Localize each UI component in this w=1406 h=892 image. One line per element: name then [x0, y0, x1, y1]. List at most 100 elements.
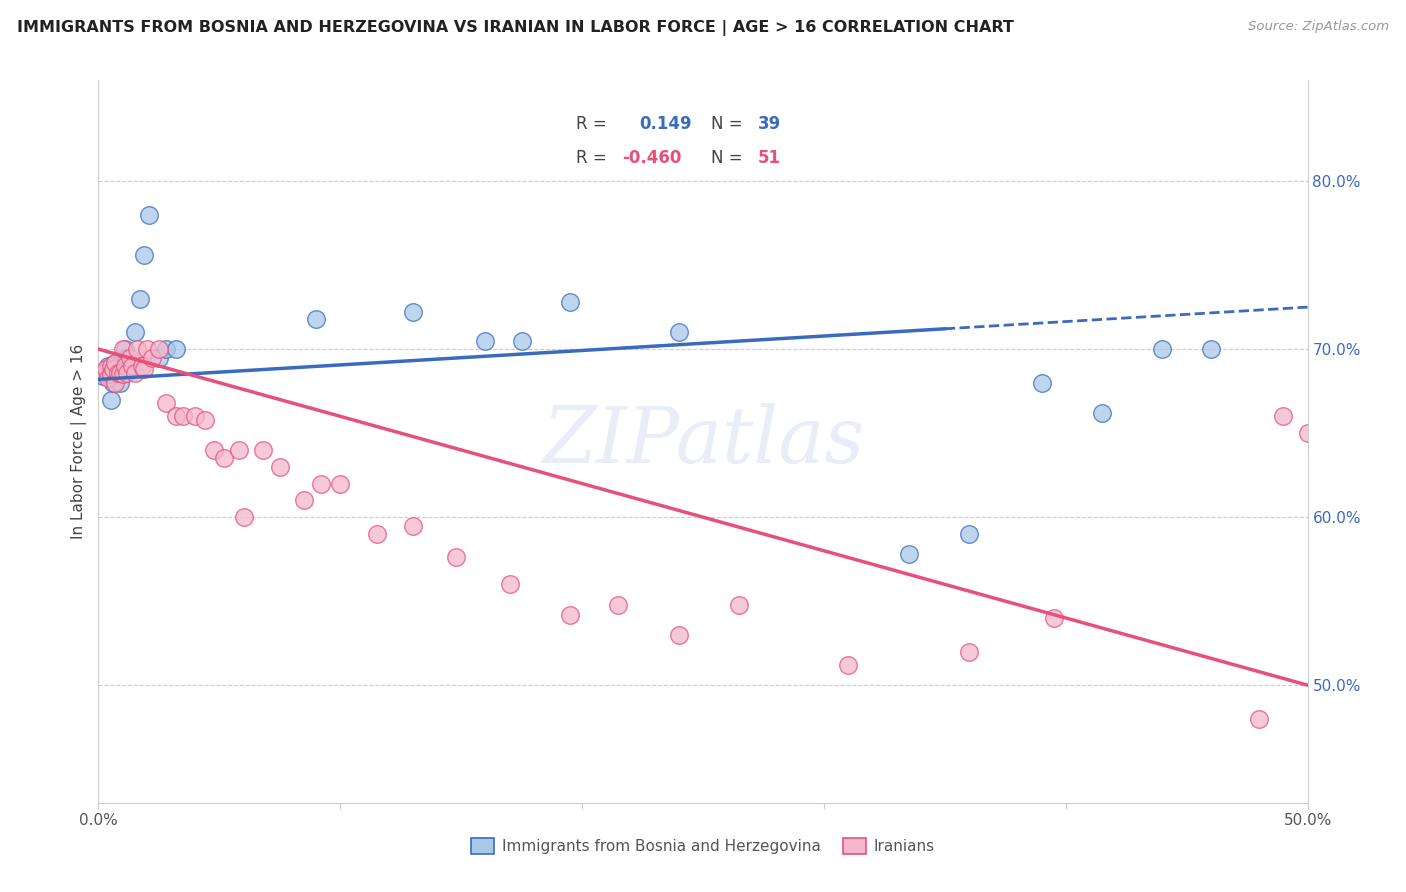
Point	[1152, 342, 1174, 356]
Point	[194, 413, 217, 427]
Point	[107, 359, 129, 373]
Point	[118, 359, 141, 373]
Text: IMMIGRANTS FROM BOSNIA AND HERZEGOVINA VS IRANIAN IN LABOR FORCE | AGE > 16 CORR: IMMIGRANTS FROM BOSNIA AND HERZEGOVINA V…	[17, 20, 1014, 36]
Point	[957, 644, 980, 658]
Point	[1031, 376, 1053, 390]
Point	[366, 527, 388, 541]
Point	[114, 359, 136, 373]
Text: R =: R =	[576, 115, 617, 133]
Point	[252, 442, 274, 457]
Text: Source: ZipAtlas.com: Source: ZipAtlas.com	[1249, 20, 1389, 33]
Point	[148, 342, 170, 356]
Point	[446, 550, 468, 565]
Point	[668, 628, 690, 642]
Point	[127, 342, 149, 356]
Point	[1091, 406, 1114, 420]
Point	[104, 359, 127, 373]
Point	[104, 362, 127, 376]
Point	[165, 409, 187, 424]
Point	[91, 366, 114, 380]
Point	[104, 376, 127, 390]
Point	[292, 493, 315, 508]
Text: R =: R =	[576, 149, 612, 167]
Text: N =: N =	[711, 115, 748, 133]
Point	[402, 305, 425, 319]
Point	[269, 459, 291, 474]
Point	[184, 409, 207, 424]
Point	[108, 366, 131, 380]
Point	[558, 607, 581, 622]
Point	[94, 366, 117, 380]
Point	[1249, 712, 1271, 726]
Point	[121, 359, 143, 373]
Point	[212, 451, 235, 466]
Point	[124, 366, 146, 380]
Point	[309, 476, 332, 491]
Point	[607, 598, 630, 612]
Legend: Immigrants from Bosnia and Herzegovina, Iranians: Immigrants from Bosnia and Herzegovina, …	[465, 832, 941, 860]
Text: -0.460: -0.460	[621, 149, 682, 167]
Point	[111, 368, 134, 382]
Point	[305, 311, 328, 326]
Point	[1272, 409, 1295, 424]
Point	[232, 510, 254, 524]
Point	[94, 362, 117, 376]
Point	[117, 351, 139, 365]
Point	[111, 342, 134, 356]
Point	[100, 359, 122, 373]
Point	[138, 208, 160, 222]
Point	[134, 248, 156, 262]
Y-axis label: In Labor Force | Age > 16: In Labor Force | Age > 16	[72, 344, 87, 539]
Text: ZIPatlas: ZIPatlas	[541, 403, 865, 480]
Text: 39: 39	[758, 115, 780, 133]
Point	[97, 359, 120, 373]
Point	[1199, 342, 1222, 356]
Point	[897, 547, 920, 561]
Point	[728, 598, 751, 612]
Point	[165, 342, 187, 356]
Point	[228, 442, 250, 457]
Point	[100, 392, 122, 407]
Point	[124, 326, 146, 340]
Point	[204, 442, 226, 457]
Point	[101, 362, 124, 376]
Point	[329, 476, 352, 491]
Point	[107, 366, 129, 380]
Text: 51: 51	[758, 149, 780, 167]
Point	[957, 527, 980, 541]
Point	[100, 368, 122, 382]
Point	[498, 577, 520, 591]
Point	[101, 368, 124, 382]
Point	[111, 359, 134, 373]
Point	[510, 334, 533, 348]
Point	[131, 359, 153, 373]
Point	[107, 366, 129, 380]
Point	[837, 658, 859, 673]
Point	[128, 292, 150, 306]
Point	[101, 376, 124, 390]
Point	[111, 351, 134, 365]
Text: N =: N =	[711, 149, 748, 167]
Point	[97, 370, 120, 384]
Point	[155, 396, 177, 410]
Point	[117, 366, 139, 380]
Point	[104, 355, 127, 369]
Point	[474, 334, 496, 348]
Point	[135, 342, 157, 356]
Point	[97, 362, 120, 376]
Point	[91, 369, 114, 384]
Point	[100, 370, 122, 384]
Point	[155, 342, 177, 356]
Point	[148, 351, 170, 365]
Point	[141, 351, 163, 365]
Point	[104, 355, 127, 369]
Point	[1296, 426, 1319, 441]
Point	[118, 351, 141, 365]
Point	[114, 342, 136, 356]
Point	[108, 376, 131, 390]
Text: 0.149: 0.149	[638, 115, 692, 133]
Point	[172, 409, 194, 424]
Point	[558, 295, 581, 310]
Point	[108, 364, 131, 378]
Point	[134, 362, 156, 376]
